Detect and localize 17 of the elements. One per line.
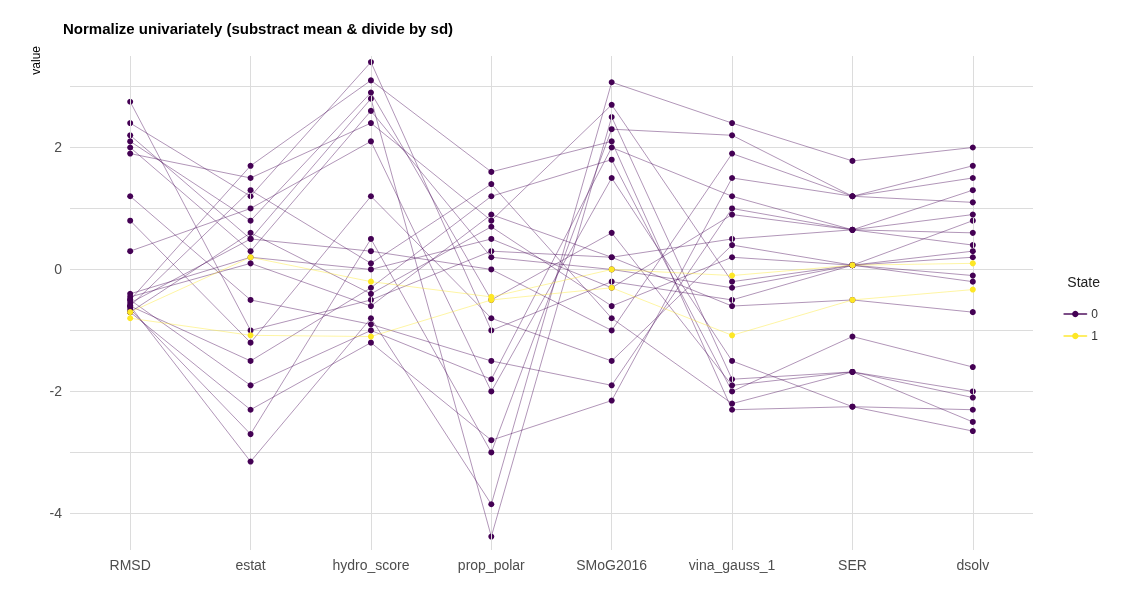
x-tick-label: hydro_score [332,557,410,573]
x-tick-label: prop_polar [457,557,526,573]
chart-title: Normalize univariately (substract mean & divide by sd) [63,20,454,37]
x-tick-label: SER [838,557,867,573]
y-tick-label: -4 [49,505,63,522]
x-tick-label: estat [235,557,266,573]
x-tick-label: dsolv [956,557,990,573]
legend-title: State [1067,274,1101,290]
y-axis-title: value [29,45,43,75]
legend-label: 0 [1091,307,1099,321]
y-tick-label: -2 [49,383,63,400]
y-tick-label: 0 [54,261,63,278]
legend-label: 1 [1091,329,1099,343]
x-tick-label: RMSD [109,557,151,573]
x-tick-label: vina_gauss_1 [688,557,776,573]
x-tick-label: SMoG2016 [576,557,648,573]
y-tick-label: 2 [54,139,63,156]
